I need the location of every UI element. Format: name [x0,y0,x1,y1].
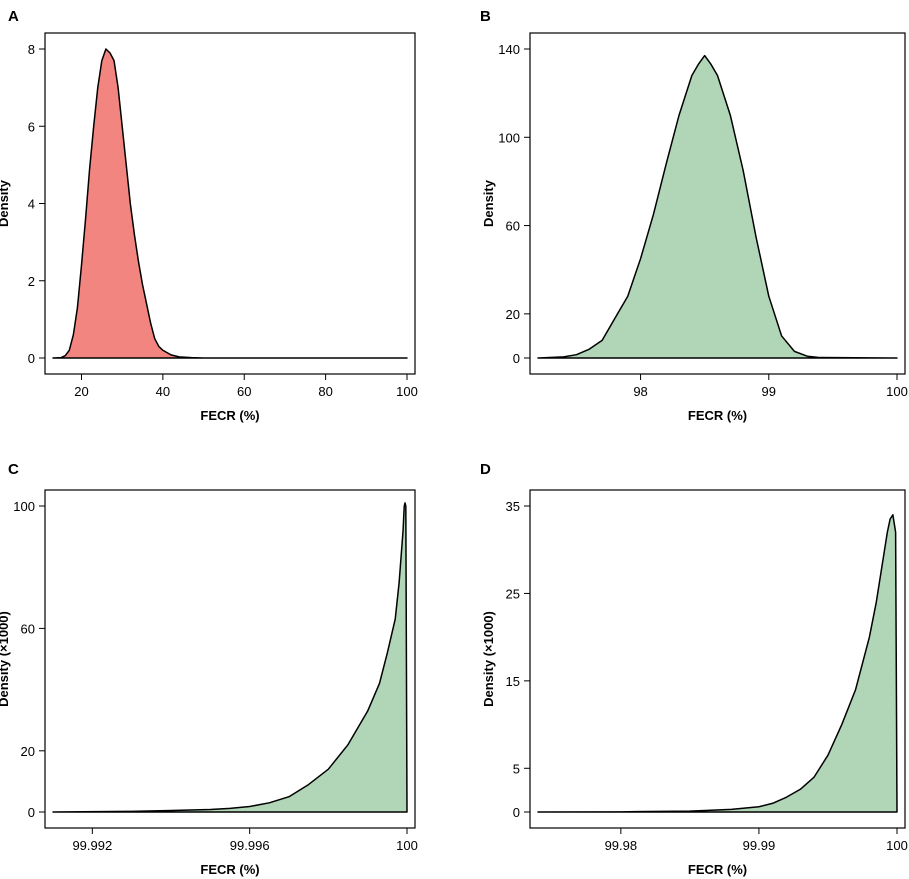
x-tick-label-b: 99 [762,384,776,399]
x-tick-label-c: 99.996 [230,838,270,853]
x-tick-label-a: 60 [237,384,251,399]
y-tick-label-a: 8 [28,42,35,57]
y-tick-label-c: 0 [28,805,35,820]
y-axis-title-a: Density [0,179,11,227]
x-tick-label-d: 100 [886,838,908,853]
x-tick-label-d: 99.99 [743,838,776,853]
panel-d: 99.98 99.99 100 0 5 15 25 35 FECR (%) Density (×1… [480,461,908,877]
panel-a: 20 40 60 80 100 0 2 4 6 8 FECR (%) Density A [0,8,418,423]
y-tick-label-c: 100 [13,499,35,514]
panel-label-c: C [8,461,19,478]
density-curve-b [537,54,898,359]
y-tick-label-d: 35 [506,499,520,514]
y-axis-title-c: Density (×1000) [0,611,11,707]
y-tick-label-b: 140 [498,42,520,57]
y-tick-label-d: 15 [506,674,520,689]
x-axis-title-b: FECR (%) [688,408,747,423]
x-tick-label-a: 100 [396,384,418,399]
y-tick-label-b: 60 [506,219,520,234]
x-tick-label-a: 40 [156,384,170,399]
y-tick-label-a: 2 [28,274,35,289]
panel-label-b: B [480,8,491,25]
y-tick-label-c: 20 [21,744,35,759]
y-tick-label-b: 20 [506,307,520,322]
plot-frame-c [44,489,416,829]
density-curve-d [537,513,898,813]
panel-b: 98 99 100 0 20 60 100 140 FECR (%) Density B [480,8,908,423]
plot-frame-b [529,32,906,375]
y-tick-label-d: 25 [506,586,520,601]
panel-label-d: D [480,461,491,478]
y-tick-label-a: 4 [28,197,35,212]
y-tick-label-b: 0 [513,351,520,366]
x-axis-title-c: FECR (%) [200,862,259,877]
y-axis-title-d: Density (×1000) [481,611,496,707]
y-tick-label-a: 6 [28,119,35,134]
panel-label-a: A [8,8,19,25]
density-curve-a [52,48,408,359]
panel-c: 99.992 99.996 100 0 20 60 100 FECR (%) Density (… [0,461,418,877]
x-tick-label-a: 20 [74,384,88,399]
x-tick-label-a: 80 [318,384,332,399]
x-tick-label-c: 100 [396,838,418,853]
x-tick-label-b: 100 [886,384,908,399]
y-tick-label-d: 5 [513,761,520,776]
y-tick-label-b: 100 [498,130,520,145]
y-tick-label-a: 0 [28,351,35,366]
x-tick-label-c: 99.992 [72,838,112,853]
x-axis-title-a: FECR (%) [200,408,259,423]
y-tick-label-c: 60 [21,621,35,636]
y-axis-title-b: Density [481,179,496,227]
plot-frame-d [529,489,906,829]
density-curve-c [52,502,408,813]
x-tick-label-b: 98 [633,384,647,399]
x-tick-label-d: 99.98 [605,838,638,853]
y-tick-label-d: 0 [513,805,520,820]
x-axis-title-d: FECR (%) [688,862,747,877]
